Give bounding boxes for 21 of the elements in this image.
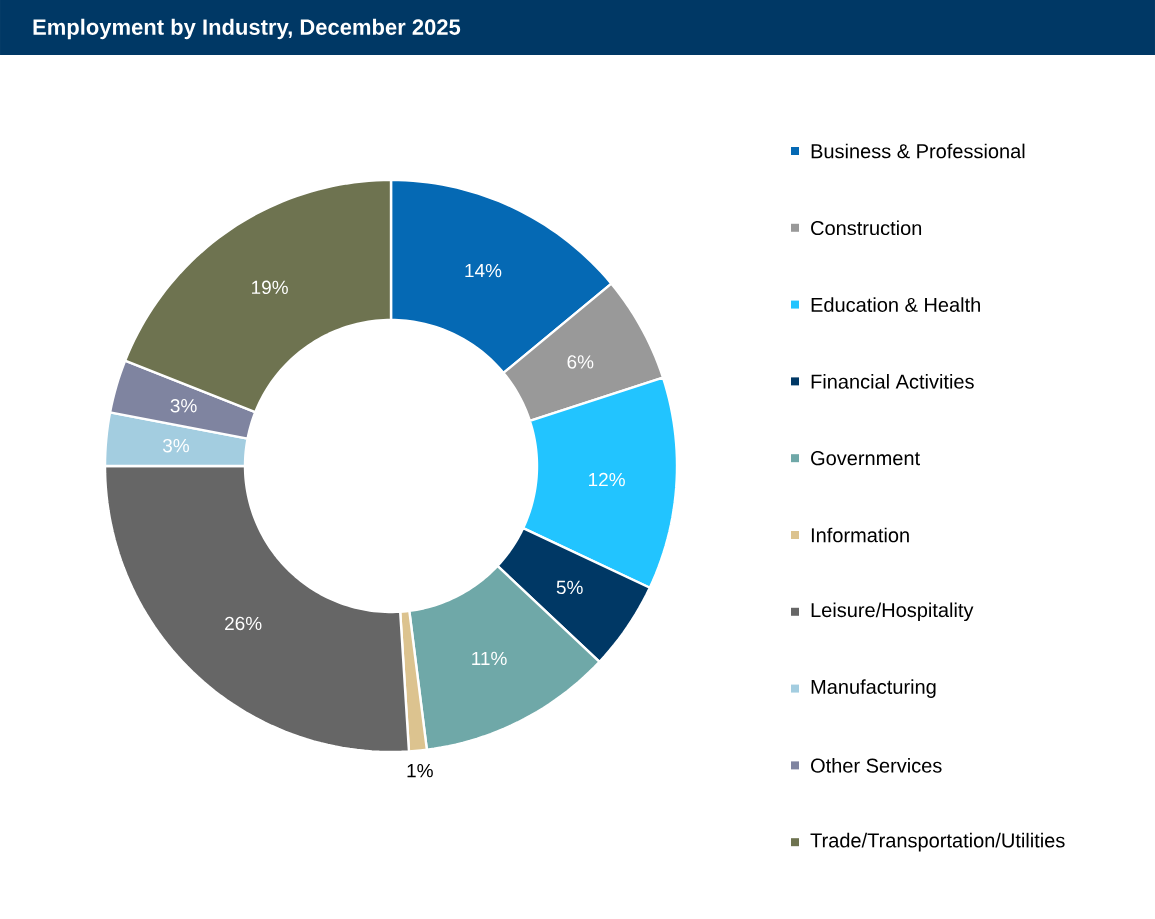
legend-label: Manufacturing [811, 679, 936, 698]
data-label: 19% [252, 280, 288, 295]
data-label: 26% [225, 616, 262, 631]
legend-label: Financial Activities [811, 374, 974, 389]
legend-label: Other Services [811, 758, 942, 773]
legend-label: Government [811, 451, 920, 466]
data-label: 3% [162, 438, 190, 453]
legend-label: Trade/Transportation/Utilities [810, 832, 1065, 852]
legend-label: Construction [811, 220, 922, 236]
data-label: 11% [472, 651, 507, 666]
chart-title: Employment by Industry, December 2025 [33, 18, 461, 40]
data-label: 6% [567, 355, 594, 369]
legend-label: Leisure/Hospitality [811, 602, 974, 622]
data-label: 14% [465, 263, 502, 278]
legend-label: Information [811, 527, 909, 543]
legend-label: Business & Professional [811, 143, 1025, 159]
data-label: 3% [170, 399, 197, 413]
data-label: 5% [556, 580, 583, 595]
data-label: 1% [407, 763, 433, 778]
legend-label: Education & Health [811, 297, 980, 312]
data-label: 12% [589, 472, 625, 487]
